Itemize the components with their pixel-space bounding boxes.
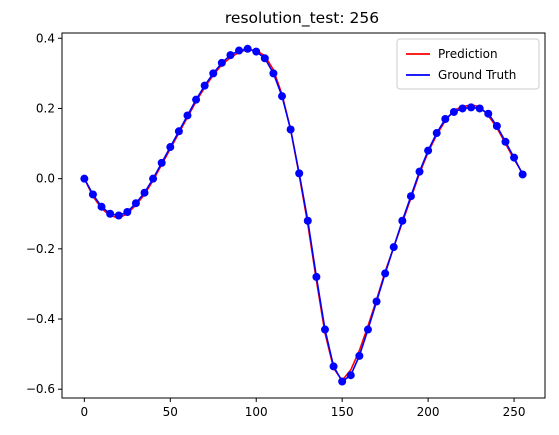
data-point-ground-truth: [501, 137, 510, 146]
data-point-ground-truth: [415, 167, 424, 176]
data-point-ground-truth: [209, 69, 218, 78]
data-point-ground-truth: [192, 95, 201, 104]
data-point-ground-truth: [140, 188, 149, 197]
data-point-ground-truth: [320, 325, 329, 334]
data-point-ground-truth: [157, 158, 166, 167]
x-tick-label: 150: [331, 405, 354, 419]
axes: 0 50 100 150 200 250 −0.6 −0.4 −0.2 0.0 0.2 0.4: [26, 31, 546, 419]
data-point-ground-truth: [123, 207, 132, 216]
data-point-ground-truth: [106, 209, 115, 218]
data-point-ground-truth: [467, 103, 476, 112]
legend-label-prediction: Prediction: [438, 47, 498, 61]
data-point-ground-truth: [88, 190, 97, 199]
data-point-ground-truth: [217, 58, 226, 67]
data-point-ground-truth: [346, 371, 355, 380]
data-point-ground-truth: [458, 104, 467, 113]
data-point-ground-truth: [484, 109, 493, 118]
series-line-ground-truth: [83, 47, 524, 383]
data-point-ground-truth: [492, 122, 501, 130]
y-tick-label: −0.6: [26, 382, 55, 396]
x-tick-label: 100: [245, 405, 268, 419]
data-point-ground-truth: [286, 125, 295, 134]
data-point-ground-truth: [252, 47, 261, 56]
data-point-ground-truth: [226, 51, 235, 60]
data-point-ground-truth: [243, 44, 252, 53]
data-point-ground-truth: [166, 143, 175, 152]
data-point-ground-truth: [149, 174, 158, 183]
data-point-ground-truth: [518, 170, 527, 179]
data-point-ground-truth: [432, 129, 441, 138]
x-tick-label: 50: [163, 405, 178, 419]
data-point-ground-truth: [475, 104, 484, 113]
legend-box: [396, 38, 540, 90]
x-tick-label: 200: [417, 405, 440, 419]
data-point-ground-truth: [329, 362, 338, 371]
data-point-ground-truth: [372, 297, 381, 306]
data-point-ground-truth: [398, 216, 407, 225]
series-line-prediction: [83, 48, 524, 382]
data-point-ground-truth: [312, 272, 321, 281]
data-point-ground-truth: [97, 202, 106, 211]
data-point-ground-truth: [406, 192, 415, 201]
x-tick-label: 0: [81, 405, 89, 419]
data-point-ground-truth: [114, 211, 123, 220]
legend-label-ground-truth: Ground Truth: [438, 68, 516, 82]
y-tick-label: 0.2: [36, 101, 55, 115]
data-point-ground-truth: [338, 377, 347, 386]
y-tick-label: −0.4: [26, 312, 55, 326]
data-point-ground-truth: [441, 114, 450, 123]
data-point-ground-truth: [174, 127, 183, 136]
legend: Prediction Ground Truth: [396, 38, 540, 90]
data-point-ground-truth: [278, 92, 287, 101]
data-point-ground-truth: [200, 81, 209, 90]
data-point-ground-truth: [381, 269, 390, 278]
data-point-ground-truth: [269, 69, 278, 78]
data-point-ground-truth: [235, 46, 244, 55]
data-point-ground-truth: [424, 146, 433, 155]
data-point-ground-truth: [295, 169, 304, 178]
chart-title: resolution_test: 256: [225, 9, 379, 28]
data-point-ground-truth: [355, 351, 364, 360]
data-point-ground-truth: [183, 111, 192, 120]
x-tick-label: 250: [503, 405, 526, 419]
data-point-ground-truth: [389, 243, 398, 252]
data-point-ground-truth: [80, 174, 89, 183]
data-point-ground-truth: [449, 107, 458, 116]
data-point-ground-truth: [363, 325, 372, 334]
data-point-ground-truth: [260, 54, 269, 63]
y-tick-label: 0.0: [36, 172, 55, 186]
data-point-ground-truth: [510, 153, 519, 162]
plot-clipped: [80, 44, 527, 386]
data-point-ground-truth: [303, 216, 312, 225]
y-tick-label: 0.4: [36, 31, 55, 45]
axes-frame: [61, 32, 546, 399]
y-tick-label: −0.2: [26, 242, 55, 256]
plot-area: [80, 44, 527, 386]
data-point-ground-truth: [131, 199, 140, 208]
